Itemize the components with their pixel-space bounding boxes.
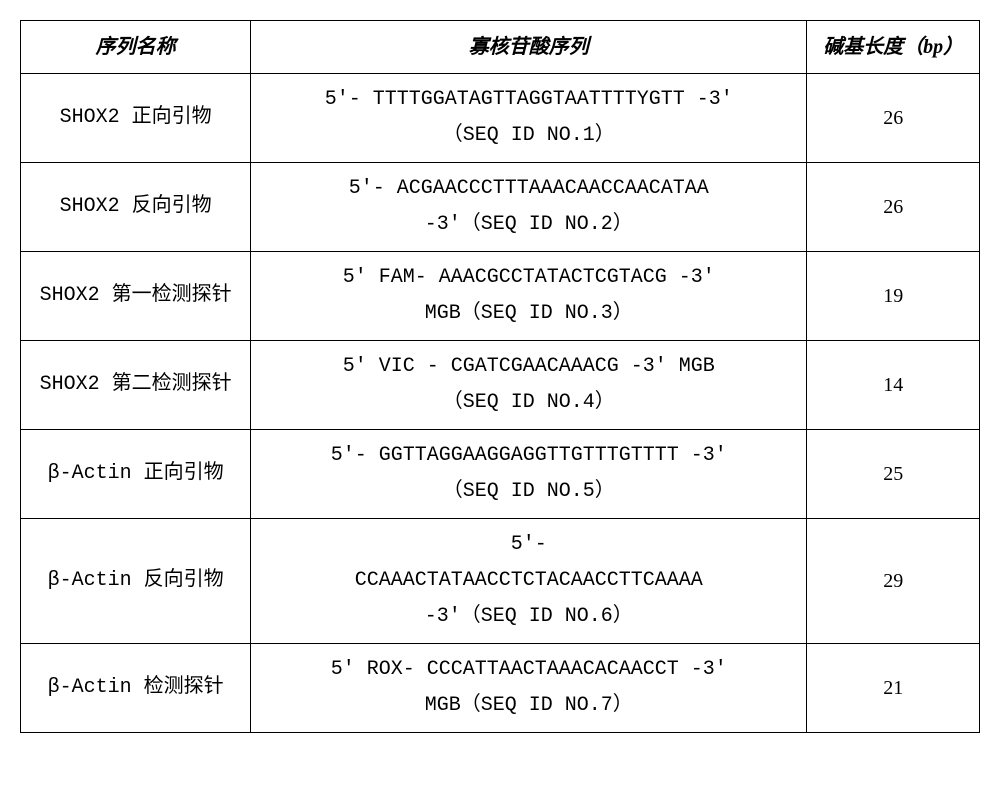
table-row: SHOX2 第二检测探针5' VIC - CGATCGAACAAACG -3' … [21, 341, 980, 430]
table-body: SHOX2 正向引物5'- TTTTGGATAGTTAGGTAATTTTYGTT… [21, 74, 980, 733]
header-seq: 寡核苷酸序列 [251, 21, 807, 74]
table-row: SHOX2 第一检测探针5' FAM- AAACGCCTATACTCGTACG … [21, 252, 980, 341]
header-name: 序列名称 [21, 21, 251, 74]
table-row: SHOX2 正向引物5'- TTTTGGATAGTTAGGTAATTTTYGTT… [21, 74, 980, 163]
cell-name: SHOX2 反向引物 [21, 163, 251, 252]
cell-sequence: 5' ROX- CCCATTAACTAAACACAACCT -3'MGB（SEQ… [251, 644, 807, 733]
cell-name: β-Actin 反向引物 [21, 519, 251, 644]
table-row: β-Actin 检测探针5' ROX- CCCATTAACTAAACACAACC… [21, 644, 980, 733]
cell-name: β-Actin 检测探针 [21, 644, 251, 733]
cell-length: 21 [807, 644, 980, 733]
cell-sequence: 5'-CCAAACTATAACCTCTACAACCTTCAAAA-3'（SEQ … [251, 519, 807, 644]
cell-sequence: 5'- ACGAACCCTTTAAACAACCAACATAA-3'（SEQ ID… [251, 163, 807, 252]
cell-name: SHOX2 第一检测探针 [21, 252, 251, 341]
cell-name: SHOX2 正向引物 [21, 74, 251, 163]
sequence-table: 序列名称 寡核苷酸序列 碱基长度（bp） SHOX2 正向引物5'- TTTTG… [20, 20, 980, 733]
header-row: 序列名称 寡核苷酸序列 碱基长度（bp） [21, 21, 980, 74]
cell-length: 14 [807, 341, 980, 430]
cell-length: 26 [807, 74, 980, 163]
table-row: SHOX2 反向引物5'- ACGAACCCTTTAAACAACCAACATAA… [21, 163, 980, 252]
cell-length: 26 [807, 163, 980, 252]
table-row: β-Actin 反向引物5'-CCAAACTATAACCTCTACAACCTTC… [21, 519, 980, 644]
cell-name: SHOX2 第二检测探针 [21, 341, 251, 430]
cell-length: 19 [807, 252, 980, 341]
sequence-table-wrapper: 序列名称 寡核苷酸序列 碱基长度（bp） SHOX2 正向引物5'- TTTTG… [20, 20, 980, 733]
cell-name: β-Actin 正向引物 [21, 430, 251, 519]
cell-length: 25 [807, 430, 980, 519]
cell-sequence: 5' FAM- AAACGCCTATACTCGTACG -3'MGB（SEQ I… [251, 252, 807, 341]
table-row: β-Actin 正向引物5'- GGTTAGGAAGGAGGTTGTTTGTTT… [21, 430, 980, 519]
header-length: 碱基长度（bp） [807, 21, 980, 74]
cell-sequence: 5'- TTTTGGATAGTTAGGTAATTTTYGTT -3'（SEQ I… [251, 74, 807, 163]
cell-length: 29 [807, 519, 980, 644]
cell-sequence: 5' VIC - CGATCGAACAAACG -3' MGB（SEQ ID N… [251, 341, 807, 430]
cell-sequence: 5'- GGTTAGGAAGGAGGTTGTTTGTTTT -3'（SEQ ID… [251, 430, 807, 519]
